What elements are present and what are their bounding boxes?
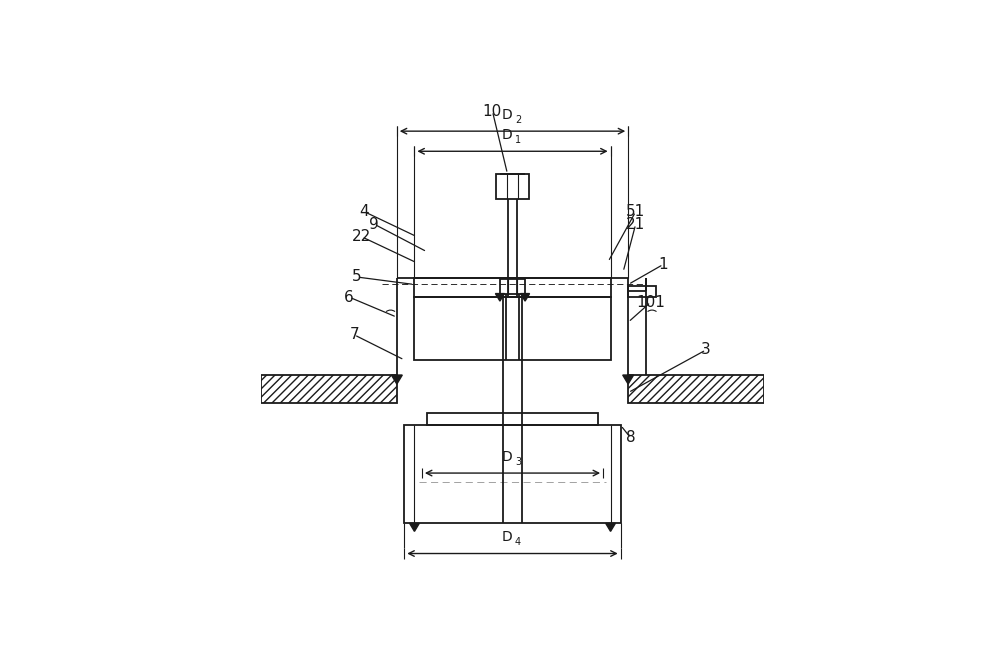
Text: 101: 101 <box>636 295 665 310</box>
Text: 6: 6 <box>344 289 354 304</box>
Text: 1: 1 <box>659 257 668 272</box>
Polygon shape <box>606 523 615 532</box>
Text: 5: 5 <box>352 270 361 285</box>
Bar <box>427 413 598 425</box>
Bar <box>628 375 764 403</box>
Text: 10: 10 <box>483 104 502 119</box>
Text: D: D <box>502 108 512 122</box>
Text: 9: 9 <box>369 217 379 232</box>
Text: 21: 21 <box>626 217 645 232</box>
Text: 4: 4 <box>359 204 369 219</box>
Text: 3: 3 <box>701 342 711 357</box>
Text: 2: 2 <box>515 115 521 125</box>
Text: 8: 8 <box>626 430 635 445</box>
Text: D: D <box>502 530 512 545</box>
Text: 22: 22 <box>352 229 371 244</box>
Polygon shape <box>410 523 419 532</box>
Polygon shape <box>391 375 402 384</box>
Bar <box>500 279 525 294</box>
Bar <box>628 286 656 297</box>
Polygon shape <box>623 375 634 384</box>
Text: 4: 4 <box>515 537 521 547</box>
Text: 1: 1 <box>515 135 521 145</box>
Bar <box>261 375 397 403</box>
Text: D: D <box>502 450 512 464</box>
Text: 51: 51 <box>626 204 645 219</box>
Bar <box>414 297 611 360</box>
Bar <box>496 174 529 199</box>
Polygon shape <box>521 294 530 301</box>
Bar <box>414 278 611 297</box>
Text: 3: 3 <box>515 457 521 467</box>
Text: D: D <box>502 128 512 142</box>
Polygon shape <box>495 294 504 301</box>
Bar <box>404 425 621 523</box>
Text: 7: 7 <box>349 327 359 342</box>
